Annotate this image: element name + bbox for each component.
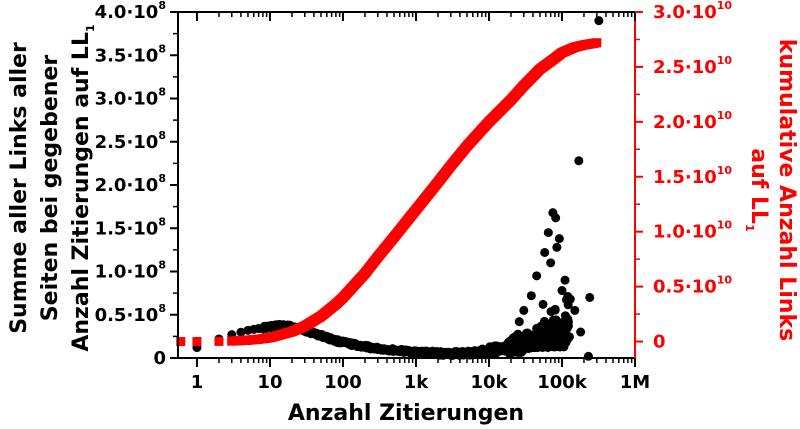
black-marker [574, 156, 584, 166]
x-tick-label: 100 [324, 372, 362, 393]
black-marker [576, 327, 586, 337]
left-tick-label: 1.0·108 [95, 259, 166, 283]
black-marker [457, 348, 467, 358]
right-tick-label: 2.5·1010 [653, 54, 732, 78]
x-axis: 1 10 100 1k 10k 100k 1M [191, 12, 650, 393]
x-tick-label: 10 [257, 372, 282, 393]
x-tick-label: 1M [620, 372, 650, 393]
left-axis-title-line: Anzahl Zitierungen auf LL [69, 32, 94, 352]
black-marker [557, 286, 567, 296]
x-tick-label: 10k [470, 372, 508, 393]
black-marker [550, 305, 560, 315]
red-marker [592, 38, 602, 48]
black-marker [541, 318, 551, 328]
left-axis-title-line: Summe aller Links aller [7, 42, 32, 334]
left-tick-label: 1.5·108 [95, 215, 166, 239]
left-axis-title-line: Seiten bei gegebener [38, 55, 63, 322]
black-marker [583, 351, 593, 361]
black-marker [433, 348, 443, 358]
red-marker [176, 337, 186, 347]
black-marker [446, 349, 456, 359]
black-series-markers [192, 16, 604, 361]
right-tick-label: 1.0·1010 [653, 219, 732, 243]
x-tick-label: 1 [191, 372, 204, 393]
left-y-axis: 0 0.5·108 1.0·108 1.5·108 2.0·108 2.5·108 3.0·… [95, 0, 178, 369]
right-axis-title-subscript: 1 [743, 224, 756, 232]
right-tick-label: 3.0·1010 [653, 0, 732, 23]
right-axis-title-line: kumulative Anzahl Links [774, 39, 799, 341]
x-axis-title: Anzahl Zitierungen [288, 401, 524, 426]
black-marker [532, 271, 542, 281]
black-marker [532, 323, 542, 333]
left-tick-label: 0 [153, 348, 166, 369]
black-marker [494, 346, 504, 356]
left-tick-label: 3.0·108 [95, 86, 166, 110]
black-marker [526, 291, 536, 301]
black-marker [546, 258, 556, 268]
black-marker [564, 332, 574, 342]
black-marker [540, 247, 550, 257]
x-tick-label: 1k [404, 372, 430, 393]
black-marker [481, 346, 491, 356]
black-marker [526, 338, 536, 348]
black-marker [468, 347, 478, 357]
left-axis-title: Summe aller Links aller Seiten bei gegebe… [7, 24, 97, 351]
left-tick-label: 0.5·108 [95, 302, 166, 326]
red-series-markers [176, 38, 602, 347]
black-marker [538, 299, 548, 309]
black-marker [560, 275, 570, 285]
black-marker [236, 327, 246, 337]
black-marker [543, 228, 553, 238]
black-marker [563, 314, 573, 324]
black-marker [548, 329, 558, 339]
left-tick-label: 2.5·108 [95, 129, 166, 153]
black-marker [565, 294, 575, 304]
right-tick-label: 0 [653, 332, 666, 353]
left-tick-label: 4.0·108 [95, 0, 166, 23]
black-marker [554, 234, 564, 244]
left-axis-title-subscript: 1 [84, 24, 97, 32]
right-axis-title-text: kumulative Anzahl Linksauf LL1 [743, 39, 799, 341]
right-tick-label: 1.5·1010 [653, 164, 732, 188]
black-marker [555, 329, 565, 339]
right-tick-label: 2.0·1010 [653, 109, 732, 133]
black-marker [514, 317, 524, 327]
black-marker [594, 16, 604, 26]
black-marker [552, 242, 562, 252]
right-y-axis: 0 0.5·1010 1.0·1010 1.5·1010 2.0·1010 2.5·101… [635, 0, 732, 353]
black-marker [559, 342, 569, 352]
black-marker [506, 344, 516, 354]
left-tick-label: 2.0·108 [95, 172, 166, 196]
black-marker [570, 305, 580, 315]
black-marker [515, 343, 525, 353]
black-marker [551, 213, 561, 223]
black-marker [537, 342, 547, 352]
red-marker [192, 337, 202, 347]
right-tick-label: 0.5·1010 [653, 274, 732, 298]
black-marker [585, 292, 595, 302]
right-axis-title: kumulative Anzahl Linksauf LL1 [743, 39, 799, 341]
black-marker [550, 341, 560, 351]
black-marker [519, 305, 529, 315]
black-marker [561, 324, 571, 334]
black-marker [510, 335, 520, 345]
right-axis-title-line: auf LL [746, 148, 771, 224]
x-tick-label: 100k [537, 372, 588, 393]
left-tick-label: 3.5·108 [95, 42, 166, 66]
red-marker [214, 336, 224, 346]
left-axis-title-text: Summe aller Links aller Seiten bei gegebe… [7, 24, 97, 351]
